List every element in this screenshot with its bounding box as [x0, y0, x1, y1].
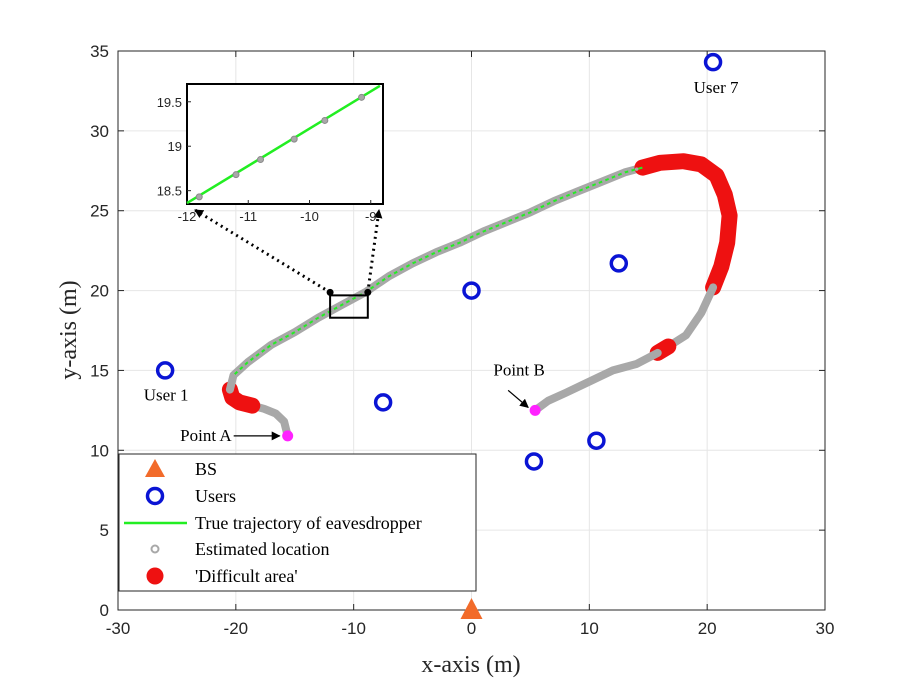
point-b-arrow [507, 389, 529, 409]
legend-label: 'Difficult area' [195, 566, 298, 586]
endpoint-marker [282, 430, 294, 442]
zoom-arrow-left [194, 208, 331, 294]
zoom-indicator [194, 208, 383, 319]
estimated-location-band [248, 401, 292, 440]
y-axis-label: y-axis (m) [56, 280, 82, 379]
legend-estimated-swatch [150, 544, 160, 554]
inset-x-tick-label: -9 [365, 209, 377, 224]
difficult-area-band [634, 153, 738, 296]
x-tick-label: 10 [580, 619, 599, 638]
inset-x-tick-label: -10 [300, 209, 319, 224]
bs-marker [460, 598, 483, 619]
inset-estimated-point [321, 116, 329, 124]
y-tick-label: 20 [90, 282, 109, 301]
legend-users-swatch [145, 486, 165, 506]
inset-estimated-point [290, 135, 298, 143]
trajectory [221, 153, 738, 440]
legend-label: Users [195, 486, 236, 506]
user-marker [524, 452, 544, 471]
estimated-location-band [531, 348, 662, 415]
zoom-arrow-right [366, 209, 383, 293]
inset-y-tick-label: 18.5 [157, 184, 182, 199]
markers [155, 52, 723, 619]
zoom-anchor-left [326, 288, 334, 296]
user-marker [373, 393, 393, 412]
y-tick-label: 10 [90, 441, 109, 460]
x-tick-label: -20 [224, 619, 249, 638]
user-marker [462, 281, 481, 300]
user-7-label: User 7 [694, 78, 739, 97]
y-tick-label: 0 [100, 601, 109, 620]
point-b-label: Point B [493, 360, 545, 379]
x-axis-label: x-axis (m) [421, 652, 520, 678]
legend-label: Estimated location [195, 539, 329, 559]
inset-plot: -12 -11 -10 -9 18.5 19 19.5 [157, 83, 384, 224]
user-marker [609, 254, 629, 273]
legend-label: True trajectory of eavesdropper [195, 513, 422, 533]
user-marker [587, 431, 606, 450]
inset-x-tick-label: -12 [178, 209, 197, 224]
x-tick-label: -10 [341, 619, 366, 638]
difficult-area-band [221, 381, 261, 414]
legend-bs-swatch [145, 459, 165, 477]
inset-estimated-point [257, 156, 264, 164]
estimated-location-markers [231, 165, 645, 377]
y-tick-label: 35 [90, 42, 109, 61]
y-tick-label: 25 [90, 202, 109, 221]
inset-estimated-point [195, 193, 203, 201]
y-tick-label: 30 [90, 122, 109, 141]
estimated-location-band [664, 283, 718, 351]
legend-difficult-swatch [146, 567, 164, 585]
endpoint-marker [529, 404, 541, 416]
annotations: User 1 User 7 Point A Point B [144, 78, 739, 445]
inset-x-tick-label: -11 [239, 209, 257, 224]
inset-true-trajectory [186, 84, 381, 205]
x-tick-label: 0 [467, 619, 476, 638]
point-a-label: Point A [180, 426, 232, 445]
y-tick-label: 15 [90, 361, 109, 380]
axis-ticks: -30 -20 -10 0 10 20 30 0 5 10 15 20 25 30 35 [90, 42, 834, 638]
inset-y-tick-label: 19 [168, 139, 182, 154]
x-tick-label: 30 [816, 619, 835, 638]
zoom-box [329, 294, 369, 319]
x-tick-label: 20 [698, 619, 717, 638]
user-marker [155, 361, 175, 380]
user-marker [703, 52, 723, 72]
inset-estimated-point [232, 171, 240, 179]
legend-label: BS [195, 459, 217, 479]
legend: BS Users True trajectory of eavesdropper Es… [118, 453, 477, 592]
x-tick-label: -30 [106, 619, 131, 638]
user-1-label: User 1 [144, 385, 189, 404]
y-tick-label: 5 [100, 521, 109, 540]
inset-y-tick-label: 19.5 [157, 95, 182, 110]
zoom-anchor-right [364, 288, 372, 296]
inset-estimated-point [358, 93, 366, 101]
